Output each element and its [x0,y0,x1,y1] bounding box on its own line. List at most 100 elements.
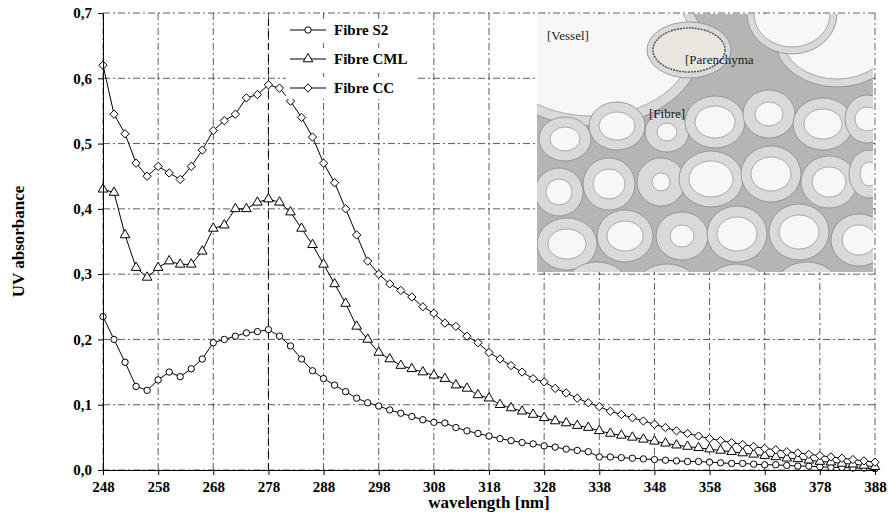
series-marker [507,361,515,369]
x-tick-mark [875,470,876,475]
cell-lumen [754,14,830,47]
series-marker [495,399,505,407]
series-marker [584,399,592,407]
series-marker [529,374,537,382]
y-tick-label: 0,7 [73,5,92,21]
series-marker [497,435,503,441]
series-marker [496,355,504,363]
series-marker [408,293,416,301]
series-marker [539,412,549,420]
x-tick: 258 [147,470,170,495]
series-marker [639,434,649,442]
x-tick-mark [324,470,325,475]
x-tick: 288 [313,470,336,495]
series-marker [673,458,679,464]
legend-patch [286,48,416,70]
x-tick-mark [103,470,104,475]
series-marker [186,259,196,267]
legend-item: Fibre CML [286,48,416,70]
series-marker [451,380,461,388]
series-marker [122,359,128,365]
series-marker [628,432,638,440]
series-marker [860,457,868,465]
series-marker [727,438,735,446]
series-marker [485,348,493,356]
y-tick-label: 0,6 [73,71,92,87]
x-tick-label: 358 [699,479,722,495]
series-marker [264,194,274,202]
chart: [Vessel][Parenchyma[Fibre]24825826827828… [0,0,888,517]
series-marker [783,448,791,456]
series-marker [265,326,271,332]
cell-lumen [593,169,625,199]
series-marker [717,460,723,466]
plot-area [98,13,880,472]
x-tick: 328 [533,470,556,495]
series-marker [231,203,241,211]
cell-wall [793,98,853,150]
series-marker [341,298,351,306]
series-marker [694,432,702,440]
cell-wall [637,264,697,272]
series-marker [154,162,162,170]
x-tick: 268 [203,470,226,495]
series-marker [629,455,635,461]
series-marker [508,437,514,443]
series-marker [187,162,195,170]
series-marker [683,441,693,449]
cell-wall [537,218,597,270]
series-marker [795,463,801,469]
cell-wall [597,210,653,262]
series-marker [562,389,570,397]
grid-line-x [213,13,214,470]
series-marker [320,375,326,381]
series-marker [198,146,206,154]
x-tick-mark [213,470,214,475]
series-marker [121,130,129,138]
series-marker [506,402,516,410]
y-tick-mark [98,13,103,14]
series-marker [142,272,152,280]
inset-image [537,14,873,272]
y-tick: 0,7 [73,5,103,21]
cell-lumen [804,109,842,139]
series-marker [453,424,459,430]
cell-lumen [812,167,846,197]
series-marker [396,360,406,368]
x-tick-mark [765,470,766,475]
series-marker [607,454,613,460]
series-marker [133,383,139,389]
series-marker [672,427,680,435]
cell-wall [707,206,767,262]
series-marker [208,223,218,231]
cell-wall [679,151,743,207]
y-axis-line [103,14,104,471]
series-marker [385,353,395,361]
series-marker [517,406,527,414]
y-tick: 0,5 [73,136,103,152]
series-marker [431,419,437,425]
x-tick-label: 278 [258,479,281,495]
series-marker [662,457,668,463]
series-marker [210,339,216,345]
series-marker [650,436,660,444]
x-axis: 2482582682782882983083183283383483583683… [92,470,887,495]
x-tick: 308 [423,470,446,495]
series-marker [750,461,756,467]
series-marker [585,449,591,455]
x-tick-mark [654,470,655,475]
series-marker [816,451,824,459]
series-marker [177,373,183,379]
series-marker [330,179,338,187]
legend-patch [286,19,416,41]
legend-label: Fibre CC [334,80,394,96]
inset-label: [Fibre] [649,106,685,121]
series-marker [574,447,580,453]
series-marker [518,368,526,376]
series-marker [188,366,194,372]
x-tick-mark [820,470,821,475]
x-tick: 378 [809,470,832,495]
inset: [Vessel][Parenchyma[Fibre] [482,0,888,308]
series-marker [275,84,283,92]
x-tick-label: 298 [368,479,391,495]
